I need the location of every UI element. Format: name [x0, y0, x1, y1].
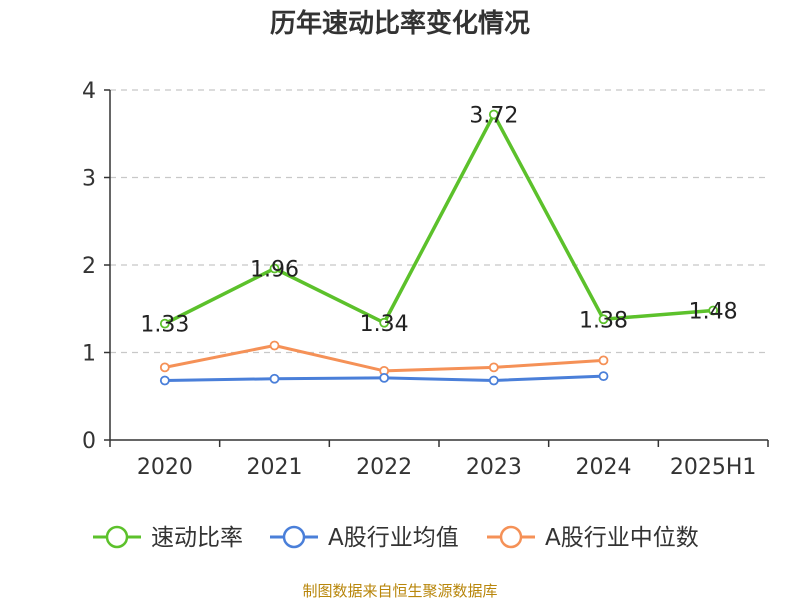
data-label: 1.96	[250, 258, 299, 283]
x-tick-label: 2021	[247, 455, 303, 480]
x-tick-label: 2025H1	[670, 455, 757, 480]
y-tick-label: 4	[82, 79, 96, 104]
data-point[interactable]	[379, 372, 390, 383]
data-label: 1.48	[689, 300, 738, 325]
x-tick-label: 2020	[137, 455, 193, 480]
y-tick-label: 1	[82, 342, 96, 367]
legend-marker	[105, 525, 129, 549]
data-point[interactable]	[269, 373, 280, 384]
x-tick-label: 2022	[356, 455, 412, 480]
series-line-0	[164, 112, 714, 326]
legend: 速动比率 A股行业均值 A股行业中位数	[93, 525, 699, 551]
data-point[interactable]	[159, 318, 170, 329]
y-tick-label: 0	[82, 429, 96, 454]
data-point[interactable]	[379, 317, 390, 328]
chart-title: 历年速动比率变化情况	[270, 8, 530, 39]
data-point[interactable]	[598, 314, 609, 325]
legend-item-1[interactable]: A股行业均值	[270, 525, 459, 551]
data-point[interactable]	[708, 305, 719, 316]
data-point[interactable]	[269, 340, 280, 351]
legend-label: A股行业均值	[328, 525, 459, 551]
data-label: 1.38	[579, 308, 628, 333]
data-point[interactable]	[488, 362, 499, 373]
data-point[interactable]	[488, 375, 499, 386]
data-point[interactable]	[598, 355, 609, 366]
y-tick-label: 3	[82, 167, 96, 192]
legend-label: 速动比率	[151, 525, 243, 551]
data-label: 1.34	[360, 312, 409, 337]
legend-label: A股行业中位数	[545, 525, 699, 551]
legend-item-2[interactable]: A股行业中位数	[487, 525, 699, 551]
x-tick-label: 2024	[576, 455, 632, 480]
data-label: 3.72	[469, 104, 518, 129]
axes: 0 1 2 3 4 2020 2021 2022 2023 2024 2025H1	[82, 79, 769, 480]
data-point[interactable]	[159, 375, 170, 386]
legend-marker	[499, 525, 523, 549]
data-point[interactable]	[488, 109, 499, 120]
data-point[interactable]	[598, 371, 609, 382]
source-note: 制图数据来自恒生聚源数据库	[302, 582, 497, 600]
legend-marker	[282, 525, 306, 549]
x-tick-label: 2023	[466, 455, 522, 480]
y-tick-label: 2	[82, 254, 96, 279]
data-point[interactable]	[269, 263, 280, 274]
data-label: 1.33	[140, 313, 189, 338]
legend-item-0[interactable]: 速动比率	[93, 525, 243, 551]
series-layer: 1.33 1.96 1.34 3.72 1.38 1.48	[140, 104, 738, 386]
data-point[interactable]	[159, 362, 170, 373]
